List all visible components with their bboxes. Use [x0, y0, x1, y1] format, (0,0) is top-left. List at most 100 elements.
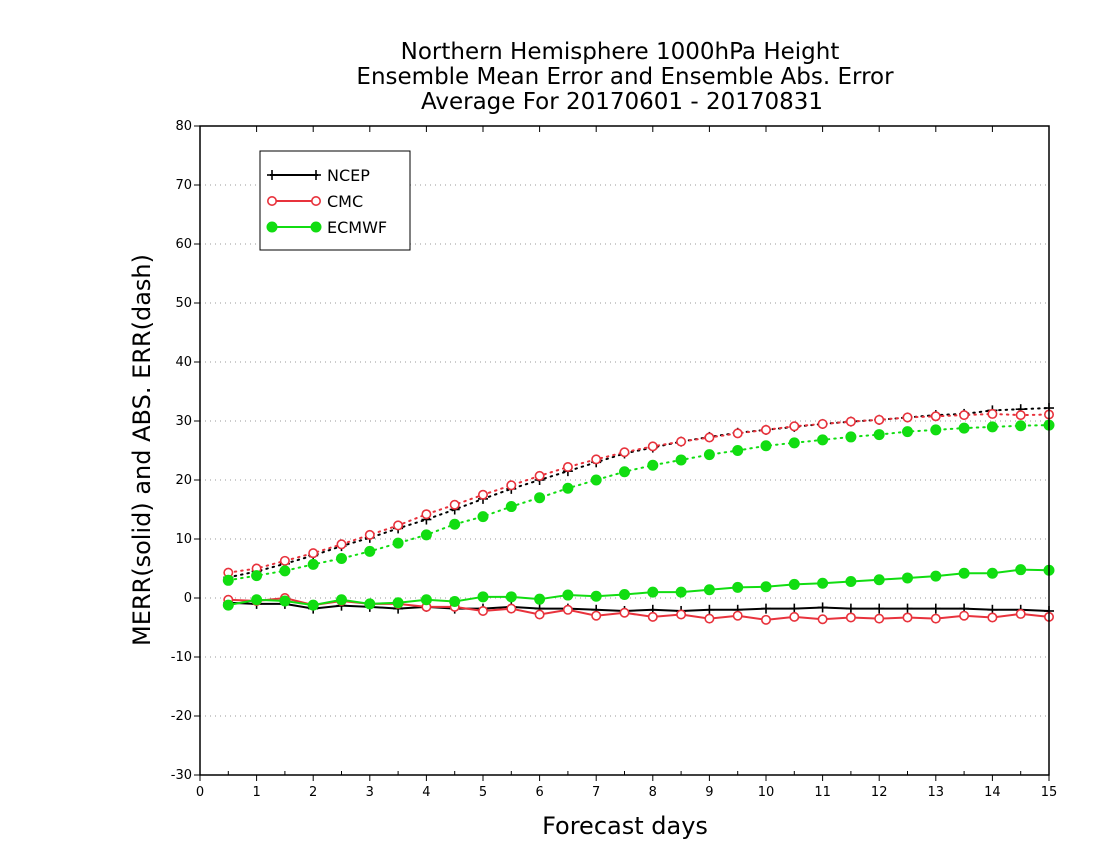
ncep-merr-point [874, 603, 885, 614]
legend-label-ecmwf: ECMWF [327, 218, 387, 237]
cmc-abs-err-point [647, 441, 658, 452]
ecmwf-merr-point [817, 577, 829, 589]
ecmwf-merr-point [647, 586, 659, 598]
ecmwf-abs-err-point [873, 429, 885, 441]
ecmwf-merr-point [534, 593, 546, 605]
legend-label-ncep: NCEP [327, 166, 370, 185]
series-ecmwf [222, 419, 1055, 611]
legend: NCEP CMC ECMWF [259, 150, 411, 251]
cmc-merr-point [676, 609, 687, 620]
ecmwf-merr-point [619, 588, 630, 600]
ncep-merr-line [228, 601, 1050, 612]
ecmwf-merr-point [1015, 564, 1027, 576]
ncep-merr-point [845, 603, 856, 614]
series-cmc [223, 408, 1055, 625]
ecmwf-merr-point [251, 594, 263, 606]
ecmwf-merr-point [873, 574, 885, 586]
x-tick-label: 2 [309, 785, 317, 800]
ecmwf-abs-err-point [562, 482, 574, 494]
cmc-merr-point [845, 612, 856, 623]
cmc-merr-point [704, 613, 715, 624]
ncep-merr-point [902, 603, 913, 614]
title-line-1: Northern Hemisphere 1000hPa Height [401, 39, 840, 65]
cmc-merr-point [732, 610, 743, 621]
ecmwf-merr-point [845, 575, 857, 587]
ecmwf-abs-err-point [647, 459, 659, 471]
x-tick-label: 7 [592, 785, 600, 800]
y-tick-label: 50 [175, 296, 192, 311]
ecmwf-abs-err-point [817, 434, 829, 446]
cmc-merr-point [789, 611, 800, 622]
ecmwf-abs-err-point [222, 574, 234, 586]
cmc-abs-err-point [421, 509, 432, 520]
x-tick-label: 15 [1041, 785, 1058, 800]
cmc-merr-point [760, 614, 771, 625]
cmc-merr-point [930, 613, 941, 624]
ecmwf-abs-err-point [251, 570, 263, 582]
y-tick-label: 70 [175, 178, 192, 193]
ecmwf-merr-point [477, 591, 489, 603]
cmc-abs-err-point [902, 412, 913, 423]
series-layer [222, 403, 1055, 625]
cmc-abs-err-point [845, 416, 856, 427]
x-tick-label: 4 [422, 785, 430, 800]
ecmwf-merr-point [675, 586, 687, 598]
ecmwf-merr-point [986, 567, 998, 579]
ecmwf-merr-point [788, 578, 800, 590]
cmc-abs-err-point [449, 499, 460, 510]
cmc-abs-err-point [789, 421, 800, 432]
y-tick-label: 30 [175, 414, 192, 429]
ecmwf-merr-point [420, 594, 432, 606]
cmc-abs-err-point [477, 489, 488, 500]
ecmwf-abs-err-point [703, 449, 715, 461]
ecmwf-merr-point [279, 595, 291, 607]
ncep-merr-point [930, 603, 941, 614]
ecmwf-merr-point [505, 591, 517, 603]
y-tick-label: -30 [171, 768, 192, 783]
y-tick-label: 60 [175, 237, 192, 252]
x-tick-label: 13 [928, 785, 945, 800]
legend-item-ncep: NCEP [267, 166, 370, 185]
ecmwf-abs-err-point [477, 511, 489, 523]
x-tick-label: 3 [366, 785, 374, 800]
cmc-merr-point [534, 609, 545, 620]
x-axis-title: Forecast days [542, 812, 708, 840]
ecmwf-merr-point [902, 572, 913, 584]
y-tick-label: 10 [175, 532, 192, 547]
legend-marker-start-ncep [267, 170, 277, 180]
cmc-abs-err-point [562, 462, 573, 473]
ecmwf-abs-err-point [307, 558, 319, 570]
ecmwf-abs-err-point [336, 552, 347, 564]
cmc-merr-point [1015, 608, 1026, 619]
cmc-abs-err-line [227, 412, 1050, 574]
cmc-abs-err-point [336, 539, 347, 550]
y-tick-label: 20 [175, 473, 192, 488]
ecmwf-abs-err-point [1015, 420, 1027, 432]
cmc-abs-err-point [393, 520, 404, 531]
cmc-merr-point [591, 610, 602, 621]
x-tick-label: 8 [649, 785, 657, 800]
cmc-abs-err-point [364, 529, 375, 540]
cmc-abs-err-point [279, 555, 290, 566]
legend-marker-end-cmc [310, 196, 321, 207]
cmc-abs-err-point [591, 454, 602, 465]
cmc-merr-point [987, 612, 998, 623]
y-tick-label: 40 [175, 355, 192, 370]
ecmwf-merr-point [590, 590, 602, 602]
x-tick-label: 9 [705, 785, 713, 800]
x-tick-label: 12 [871, 785, 888, 800]
legend-item-cmc: CMC [266, 192, 363, 211]
ecmwf-merr-line [228, 568, 1050, 607]
chart-title: Northern Hemisphere 1000hPa Height Ensem… [356, 39, 894, 115]
cmc-merr-point [959, 610, 970, 621]
cmc-merr-point [562, 604, 573, 615]
ecmwf-merr-point [392, 597, 404, 609]
legend-marker-start-cmc [266, 196, 277, 207]
ecmwf-abs-err-point [788, 437, 800, 449]
cmc-abs-err-point [959, 410, 970, 421]
x-tick-label: 1 [252, 785, 260, 800]
ncep-merr-point [817, 602, 828, 613]
cmc-abs-err-point [676, 436, 687, 447]
ecmwf-abs-err-point [675, 454, 687, 466]
